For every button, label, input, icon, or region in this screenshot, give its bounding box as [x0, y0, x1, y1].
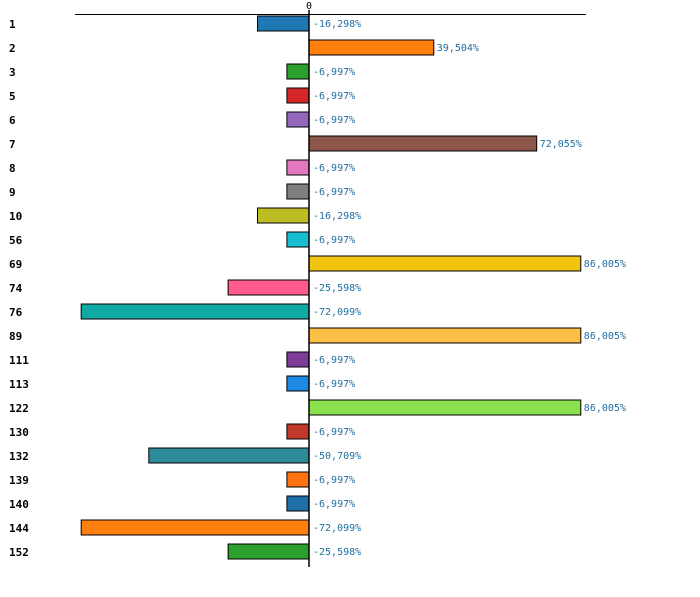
bar-132	[148, 447, 310, 464]
bar-69	[308, 255, 582, 272]
bars-group	[80, 15, 582, 560]
value-label-2: 39,504%	[437, 43, 479, 54]
bar-5	[286, 87, 310, 104]
value-label-56: -6,997%	[313, 235, 355, 246]
bar-6	[286, 111, 310, 128]
value-label-144: -72,099%	[313, 523, 361, 534]
value-label-74: -25,598%	[313, 283, 361, 294]
value-label-139: -6,997%	[313, 475, 355, 486]
value-label-6: -6,997%	[313, 115, 355, 126]
value-label-8: -6,997%	[313, 163, 355, 174]
bar-9	[286, 183, 310, 200]
bar-140	[286, 495, 310, 512]
value-label-9: -6,997%	[313, 187, 355, 198]
value-label-69: 86,005%	[584, 259, 626, 270]
category-label-132: 132	[9, 450, 29, 463]
value-label-10: -16,298%	[313, 211, 361, 222]
category-label-152: 152	[9, 546, 29, 559]
category-label-76: 76	[9, 306, 23, 319]
category-label-122: 122	[9, 402, 29, 415]
value-label-130: -6,997%	[313, 427, 355, 438]
bar-7	[308, 135, 538, 152]
value-label-111: -6,997%	[313, 355, 355, 366]
category-label-74: 74	[9, 282, 23, 295]
category-labels-group: 1235678910566974768911111312213013213914…	[9, 18, 29, 559]
value-label-3: -6,997%	[313, 67, 355, 78]
value-label-152: -25,598%	[313, 547, 361, 558]
category-label-139: 139	[9, 474, 29, 487]
bar-8	[286, 159, 310, 176]
category-label-56: 56	[9, 234, 23, 247]
category-label-130: 130	[9, 426, 29, 439]
category-label-8: 8	[9, 162, 16, 175]
value-label-122: 86,005%	[584, 403, 626, 414]
category-label-144: 144	[9, 522, 29, 535]
category-label-5: 5	[9, 90, 16, 103]
value-labels-group: -16,298% 39,504% -6,997% -6,997% -6,997% 72,0…	[313, 19, 626, 558]
bar-122	[308, 399, 582, 416]
category-label-6: 6	[9, 114, 16, 127]
bar-152	[227, 543, 310, 560]
bar-144	[80, 519, 310, 536]
value-label-132: -50,709%	[313, 451, 361, 462]
bar-139	[286, 471, 310, 488]
category-label-1: 1	[9, 18, 16, 31]
value-label-1: -16,298%	[313, 19, 361, 30]
bar-111	[286, 351, 310, 368]
category-label-69: 69	[9, 258, 22, 271]
value-label-140: -6,997%	[313, 499, 355, 510]
bar-2	[308, 39, 435, 56]
value-label-76: -72,099%	[313, 307, 361, 318]
bar-56	[286, 231, 310, 248]
value-label-7: 72,055%	[540, 139, 582, 150]
category-label-111: 111	[9, 354, 29, 367]
category-label-10: 10	[9, 210, 22, 223]
bar-76	[80, 303, 310, 320]
value-label-5: -6,997%	[313, 91, 355, 102]
value-label-89: 86,005%	[584, 331, 626, 342]
category-label-140: 140	[9, 498, 29, 511]
bar-113	[286, 375, 310, 392]
bar-130	[286, 423, 310, 440]
value-label-113: -6,997%	[313, 379, 355, 390]
category-label-7: 7	[9, 138, 16, 151]
category-label-9: 9	[9, 186, 16, 199]
bar-1	[257, 15, 310, 32]
category-label-2: 2	[9, 42, 16, 55]
bar-74	[227, 279, 310, 296]
bar-10	[257, 207, 310, 224]
category-label-3: 3	[9, 66, 16, 79]
zero-tick-label: 0	[306, 1, 312, 12]
category-label-113: 113	[9, 378, 29, 391]
bar-3	[286, 63, 310, 80]
category-label-89: 89	[9, 330, 22, 343]
bar-89	[308, 327, 582, 344]
